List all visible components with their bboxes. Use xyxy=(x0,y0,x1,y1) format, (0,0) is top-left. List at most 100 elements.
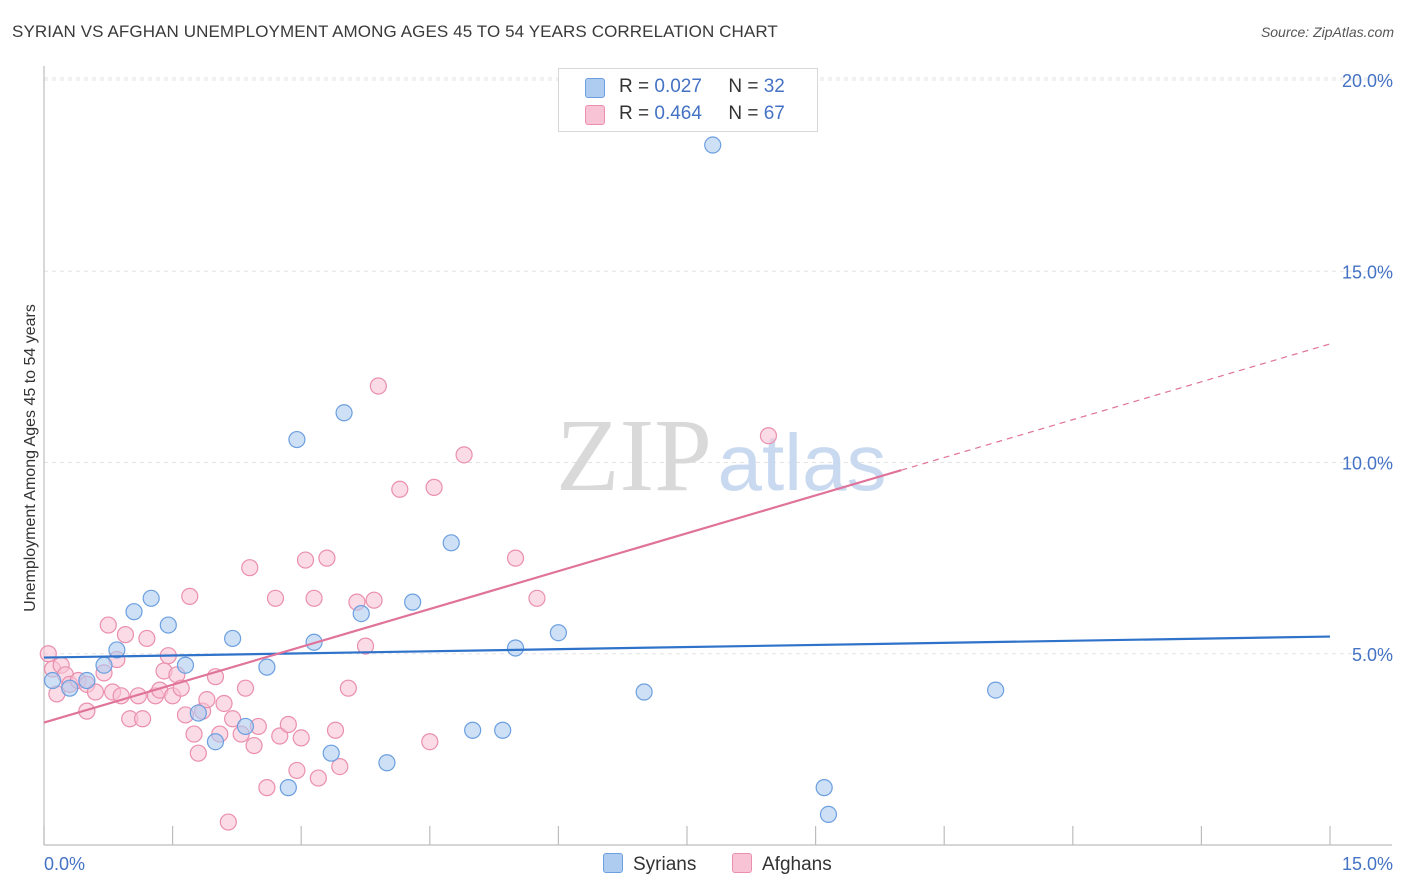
syrian-point xyxy=(206,733,225,751)
afghan-point xyxy=(288,761,306,780)
syrian-point xyxy=(815,779,833,797)
syrian-point xyxy=(279,779,297,797)
syrian-point xyxy=(322,744,340,762)
afghan-point xyxy=(215,694,233,713)
afghan-point xyxy=(266,589,285,607)
afghan-point xyxy=(425,478,443,496)
syrian-point xyxy=(61,679,79,697)
afghan-point xyxy=(271,727,289,745)
legend-r-label: R = xyxy=(619,103,650,124)
x-tick-label-min: 0.0% xyxy=(44,854,85,874)
afghan-point xyxy=(116,626,135,644)
afghan-point xyxy=(245,736,263,755)
afghan-point xyxy=(305,589,323,607)
series-swatch-afghans xyxy=(732,853,752,873)
afghans-trend-extension xyxy=(901,343,1331,471)
afghan-point xyxy=(391,480,409,498)
watermark-atlas: atlas xyxy=(718,418,887,507)
afghan-point xyxy=(219,813,237,831)
syrian-point xyxy=(236,717,255,736)
chart-source: Source: ZipAtlas.com xyxy=(1260,24,1394,40)
afghan-point xyxy=(318,549,336,567)
syrian-point xyxy=(464,721,482,739)
chart-title: SYRIAN VS AFGHAN UNEMPLOYMENT AMONG AGES… xyxy=(12,22,778,41)
afghan-point xyxy=(455,446,473,464)
legend-swatch-syrians xyxy=(585,78,605,98)
y-tick-label: 20.0% xyxy=(1342,71,1393,91)
syrian-point xyxy=(635,683,653,701)
legend-n-value-afghans: 67 xyxy=(763,103,785,124)
afghan-point xyxy=(356,637,375,655)
afghan-point xyxy=(339,679,357,697)
syrian-point xyxy=(142,589,160,607)
afghan-point xyxy=(369,377,387,395)
watermark-layer: ZIP atlas xyxy=(556,398,886,513)
afghan-point xyxy=(86,683,105,701)
series-label-afghans: Afghans xyxy=(762,854,832,875)
syrian-point xyxy=(704,136,722,154)
afghan-point xyxy=(331,757,349,776)
syrian-point xyxy=(494,721,512,739)
afghan-point xyxy=(292,729,310,747)
y-axis-title-wrap: Unemployment Among Ages 45 to 54 years xyxy=(22,304,39,612)
syrian-point xyxy=(549,624,568,642)
y-tick-label: 15.0% xyxy=(1342,262,1393,282)
legend-n-label: N = xyxy=(728,76,759,97)
afghan-point xyxy=(185,725,203,743)
series-legend-afghans[interactable]: Afghans xyxy=(732,853,832,876)
syrian-point xyxy=(442,534,460,552)
series-legend-syrians[interactable]: Syrians xyxy=(603,853,696,876)
syrian-point xyxy=(506,639,525,657)
afghan-point xyxy=(528,589,546,607)
syrians-trend-line xyxy=(43,635,1331,659)
syrian-point xyxy=(78,671,96,690)
afghan-point xyxy=(189,744,207,762)
series-label-syrians: Syrians xyxy=(633,854,697,875)
afghan-point xyxy=(236,679,255,697)
legend-n-label: N = xyxy=(728,103,759,124)
axis-layer xyxy=(43,66,1392,846)
afghan-point xyxy=(181,587,199,605)
x-tick-label-max: 15.0% xyxy=(1342,854,1393,874)
afghan-point xyxy=(296,551,315,569)
legend-r-label: R = xyxy=(619,76,650,97)
y-tick-label: 10.0% xyxy=(1342,454,1393,474)
syrian-point xyxy=(404,593,422,611)
y-tick-label: 5.0% xyxy=(1352,645,1393,665)
y-axis-title: Unemployment Among Ages 45 to 54 years xyxy=(22,304,39,612)
afghans-trend-line xyxy=(43,469,902,724)
afghan-point xyxy=(224,710,242,728)
legend-r-value-syrians: 0.027 xyxy=(654,76,702,97)
syrian-point xyxy=(819,805,838,824)
syrian-point xyxy=(125,603,143,621)
syrian-point xyxy=(987,681,1005,699)
syrian-point xyxy=(176,656,195,674)
trend-layer xyxy=(43,343,1331,724)
syrian-point xyxy=(43,671,62,690)
syrian-point xyxy=(378,754,396,772)
legend-n-value-syrians: 32 xyxy=(763,76,785,97)
syrian-point xyxy=(159,616,177,634)
syrian-point xyxy=(224,629,242,648)
afghan-point xyxy=(506,549,525,567)
label-layer: 5.0% 10.0% 15.0% 20.0% 0.0% 15.0% xyxy=(44,71,1393,874)
afghan-point xyxy=(241,559,259,577)
syrian-point xyxy=(335,404,353,422)
watermark-zip: ZIP xyxy=(556,398,712,513)
afghan-point xyxy=(138,629,156,648)
afghan-point xyxy=(279,715,297,734)
correlation-legend: R = 0.027 N = 32 R = 0.464 N = 67 xyxy=(558,68,818,132)
series-swatch-syrians xyxy=(603,853,623,873)
afghan-point xyxy=(99,616,117,634)
syrian-point xyxy=(288,430,306,449)
afghan-point xyxy=(365,591,383,609)
syrian-point xyxy=(189,704,207,722)
afghan-point xyxy=(78,702,96,720)
afghan-point xyxy=(759,427,778,445)
legend-r-value-afghans: 0.464 xyxy=(654,103,702,124)
afghan-point xyxy=(421,733,439,751)
legend-swatch-afghans xyxy=(585,105,605,125)
afghan-point xyxy=(133,710,152,728)
syrian-point xyxy=(95,656,113,674)
